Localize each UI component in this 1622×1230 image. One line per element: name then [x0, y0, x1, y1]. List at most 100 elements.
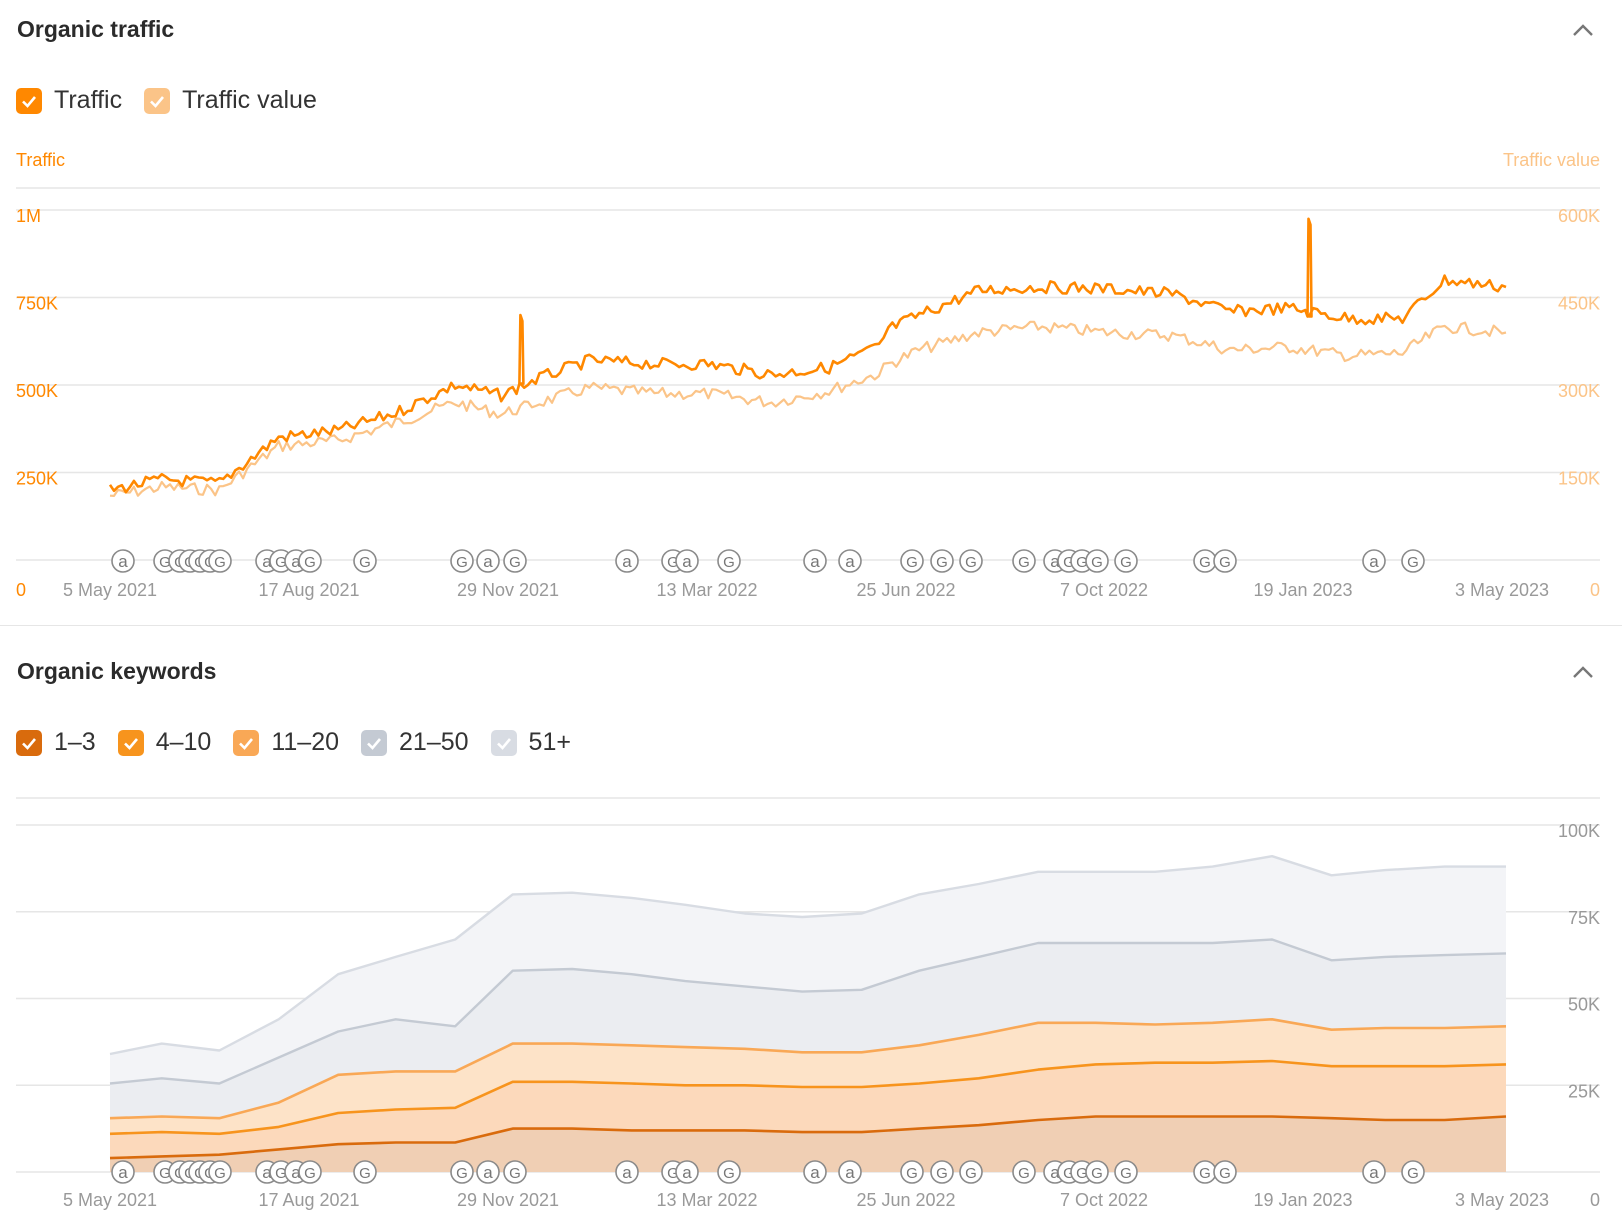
google-update-marker[interactable]: G	[1085, 549, 1109, 573]
marker-circle	[353, 1160, 377, 1184]
x-tick-label: 19 Jan 2023	[1253, 1190, 1352, 1210]
annotation-marker[interactable]: a	[838, 1160, 862, 1184]
google-update-marker[interactable]: G	[298, 549, 322, 573]
google-update-marker[interactable]: G	[1401, 1160, 1425, 1184]
marker-label: G	[906, 554, 918, 571]
checkbox-checked-icon[interactable]	[144, 87, 171, 114]
annotation-marker[interactable]: a	[803, 549, 827, 573]
annotation-marker[interactable]: a	[1362, 549, 1386, 573]
google-update-marker[interactable]: G	[900, 1160, 924, 1184]
google-update-marker[interactable]: G	[959, 1160, 983, 1184]
checkbox-checked-icon[interactable]	[233, 729, 260, 756]
x-tick-label: 19 Jan 2023	[1253, 580, 1352, 600]
annotation-marker[interactable]: a	[476, 549, 500, 573]
google-update-marker[interactable]: G	[1012, 549, 1036, 573]
chevron-up-icon[interactable]	[1572, 22, 1594, 38]
marker-label: G	[1219, 554, 1231, 571]
annotation-marker[interactable]: a	[111, 1160, 135, 1184]
marker-circle	[930, 549, 954, 573]
left-y-tick-label: 1M	[16, 206, 41, 226]
annotation-marker[interactable]: a	[1362, 1160, 1386, 1184]
annotation-marker[interactable]: a	[476, 1160, 500, 1184]
google-update-marker[interactable]: G	[930, 1160, 954, 1184]
marker-label: G	[723, 554, 735, 571]
legend-item-11-20[interactable]: 11–20	[233, 728, 339, 757]
marker-circle	[1012, 1160, 1036, 1184]
marker-circle	[111, 1160, 135, 1184]
google-update-marker[interactable]: G	[1012, 1160, 1036, 1184]
right-y-tick-label: 0	[1590, 580, 1600, 600]
marker-label: a	[1050, 1163, 1060, 1182]
checkbox-checked-icon[interactable]	[117, 729, 144, 756]
legend-item-21-50[interactable]: 21–50	[361, 728, 469, 757]
google-update-marker[interactable]: G	[353, 549, 377, 573]
marker-circle	[503, 549, 527, 573]
legend-label-4-10: 4–10	[155, 728, 212, 756]
checkbox-checked-icon[interactable]	[490, 729, 517, 756]
checkbox-checked-icon[interactable]	[16, 87, 42, 114]
x-tick-label: 3 May 2023	[1455, 1190, 1549, 1210]
legend-item-51-plus[interactable]: 51+	[490, 728, 571, 757]
legend-item-traffic[interactable]: Traffic	[16, 86, 122, 115]
marker-circle	[111, 549, 135, 573]
google-update-marker[interactable]: G	[930, 549, 954, 573]
annotation-marker[interactable]: a	[803, 1160, 827, 1184]
annotation-marker[interactable]: a	[615, 1160, 639, 1184]
google-update-marker[interactable]: G	[1085, 1160, 1109, 1184]
legend-label-1-3: 1–3	[54, 728, 96, 756]
chevron-up-icon[interactable]	[1572, 664, 1594, 680]
annotation-marker[interactable]: a	[675, 1160, 699, 1184]
google-update-marker[interactable]: G	[1213, 1160, 1237, 1184]
google-update-marker[interactable]: G	[1193, 1160, 1217, 1184]
organic-traffic-title: Organic traffic	[17, 16, 175, 42]
google-update-marker[interactable]: G	[1114, 549, 1138, 573]
google-update-marker[interactable]: G	[1114, 1160, 1138, 1184]
right-y-tick-label: 75K	[1568, 908, 1600, 928]
legend-item-4-10[interactable]: 4–10	[117, 728, 212, 757]
marker-label: a	[483, 1163, 493, 1182]
google-update-marker[interactable]: G	[353, 1160, 377, 1184]
google-update-marker[interactable]: G	[298, 1160, 322, 1184]
marker-circle	[476, 1160, 500, 1184]
marker-label: G	[509, 1165, 521, 1182]
google-update-marker[interactable]: G	[503, 549, 527, 573]
google-update-marker[interactable]: G	[1213, 549, 1237, 573]
checkbox-checked-icon[interactable]	[16, 729, 42, 756]
series-line-21-50	[109, 938, 1507, 1085]
annotation-marker[interactable]: a	[111, 549, 135, 573]
marker-circle	[1012, 549, 1036, 573]
annotation-marker[interactable]: a	[615, 549, 639, 573]
marker-circle	[717, 549, 741, 573]
google-update-marker[interactable]: G	[208, 549, 232, 573]
left-y-tick-label: 500K	[16, 381, 58, 401]
google-update-marker[interactable]: G	[959, 549, 983, 573]
google-update-marker[interactable]: G	[450, 1160, 474, 1184]
marker-label: a	[1369, 1163, 1379, 1182]
left-y-tick-label: 250K	[16, 469, 58, 489]
marker-label: G	[275, 554, 287, 571]
organic-keywords-title: Organic keywords	[17, 658, 217, 684]
marker-circle	[803, 549, 827, 573]
marker-circle	[838, 1160, 862, 1184]
annotation-marker[interactable]: a	[838, 549, 862, 573]
marker-circle	[298, 549, 322, 573]
checkbox-checked-icon[interactable]	[361, 729, 388, 756]
marker-label: G	[1076, 554, 1088, 571]
google-update-marker[interactable]: G	[717, 549, 741, 573]
x-tick-label: 17 Aug 2021	[258, 1190, 359, 1210]
google-update-marker[interactable]: G	[900, 549, 924, 573]
google-update-marker[interactable]: G	[208, 1160, 232, 1184]
x-tick-label: 29 Nov 2021	[457, 1190, 559, 1210]
google-update-marker[interactable]: G	[503, 1160, 527, 1184]
annotation-marker[interactable]: a	[675, 549, 699, 573]
marker-label: G	[1407, 554, 1419, 571]
google-update-marker[interactable]: G	[717, 1160, 741, 1184]
legend-item-traffic-value[interactable]: Traffic value	[144, 86, 317, 115]
google-update-marker[interactable]: G	[1401, 549, 1425, 573]
google-update-marker[interactable]: G	[450, 549, 474, 573]
legend-item-1-3[interactable]: 1–3	[16, 728, 96, 757]
marker-circle	[503, 1160, 527, 1184]
marker-label: G	[1091, 554, 1103, 571]
marker-label: a	[622, 1163, 632, 1182]
marker-label: G	[509, 554, 521, 571]
